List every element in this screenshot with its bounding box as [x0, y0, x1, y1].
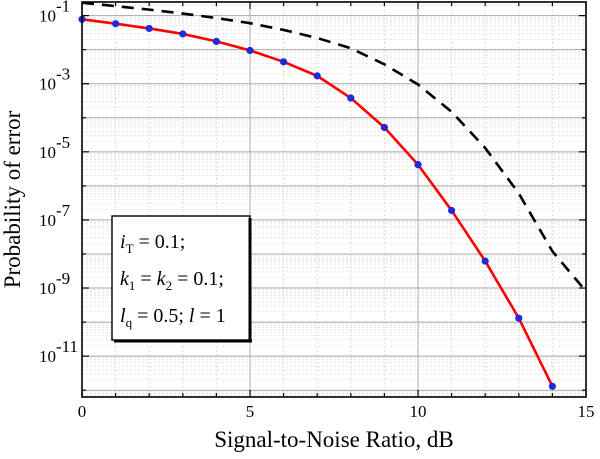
legend-text-run: = [135, 268, 156, 290]
x-axis-title: Signal-to-Noise Ratio, dB [214, 427, 454, 452]
y-tick-exponent: -9 [56, 269, 70, 288]
x-tick-label: 10 [410, 402, 427, 421]
data-point-marker [414, 161, 422, 169]
data-point-marker [347, 94, 355, 102]
series-layer [78, 1, 587, 390]
y-tick-label: 10 [39, 75, 56, 94]
y-tick-exponent: -5 [56, 133, 70, 152]
legend-text-run: k [157, 268, 167, 290]
legend-text-run: l [189, 305, 195, 327]
legend-box: iT = 0.1;k1 = k2 = 0.1;lq = 0.5; l = 1 [111, 215, 252, 343]
x-tick-label: 15 [578, 402, 595, 421]
legend-text-run: = 0.5; [132, 305, 189, 327]
data-point-marker [448, 206, 456, 215]
x-tick-label: 5 [246, 402, 255, 421]
legend-text-run: T [126, 241, 134, 256]
data-point-marker [548, 382, 557, 390]
legend-text-run: 2 [166, 278, 173, 293]
data-point-marker [212, 37, 220, 45]
legend-line: iT = 0.1; [120, 231, 185, 256]
data-point-marker [179, 30, 187, 38]
y-tick-exponent: -3 [56, 65, 70, 84]
data-point-marker [481, 257, 489, 265]
legend-line: k1 = k2 = 0.1; [120, 268, 224, 293]
legend-text-run: q [126, 315, 133, 330]
data-point-marker [380, 123, 388, 132]
legend-frame [111, 215, 251, 341]
y-tick-label: 10 [39, 7, 56, 26]
y-tick-label: 10 [39, 211, 56, 230]
legend-text-run: = 1 [194, 305, 225, 327]
y-tick-label: 10 [39, 347, 56, 366]
plot-frame [81, 1, 587, 398]
legend-text-run: = 0.1; [134, 231, 186, 253]
data-point-marker [145, 24, 153, 33]
legend-text-run: i [120, 231, 126, 253]
y-tick-label: 10 [39, 143, 56, 162]
legend-line: lq = 0.5; l = 1 [120, 305, 226, 330]
legend-text-run: k [120, 268, 130, 290]
series-dashed-line [81, 1, 587, 293]
x-tick-label: 0 [78, 402, 87, 421]
data-point-marker [112, 20, 120, 28]
legend-text-run: = 0.1; [172, 268, 224, 290]
legend-text-run: 1 [129, 278, 136, 293]
data-point-marker [280, 58, 288, 66]
data-point-marker [313, 72, 321, 80]
y-tick-exponent: -1 [56, 0, 70, 16]
y-tick-exponent: -7 [56, 201, 71, 220]
y-tick-exponent: -11 [56, 337, 78, 356]
data-point-marker [515, 314, 523, 322]
legend-text-run: l [120, 305, 126, 327]
y-tick-label: 10 [39, 279, 56, 298]
data-point-marker [246, 46, 254, 55]
y-axis-title: Probability of error [0, 110, 25, 288]
